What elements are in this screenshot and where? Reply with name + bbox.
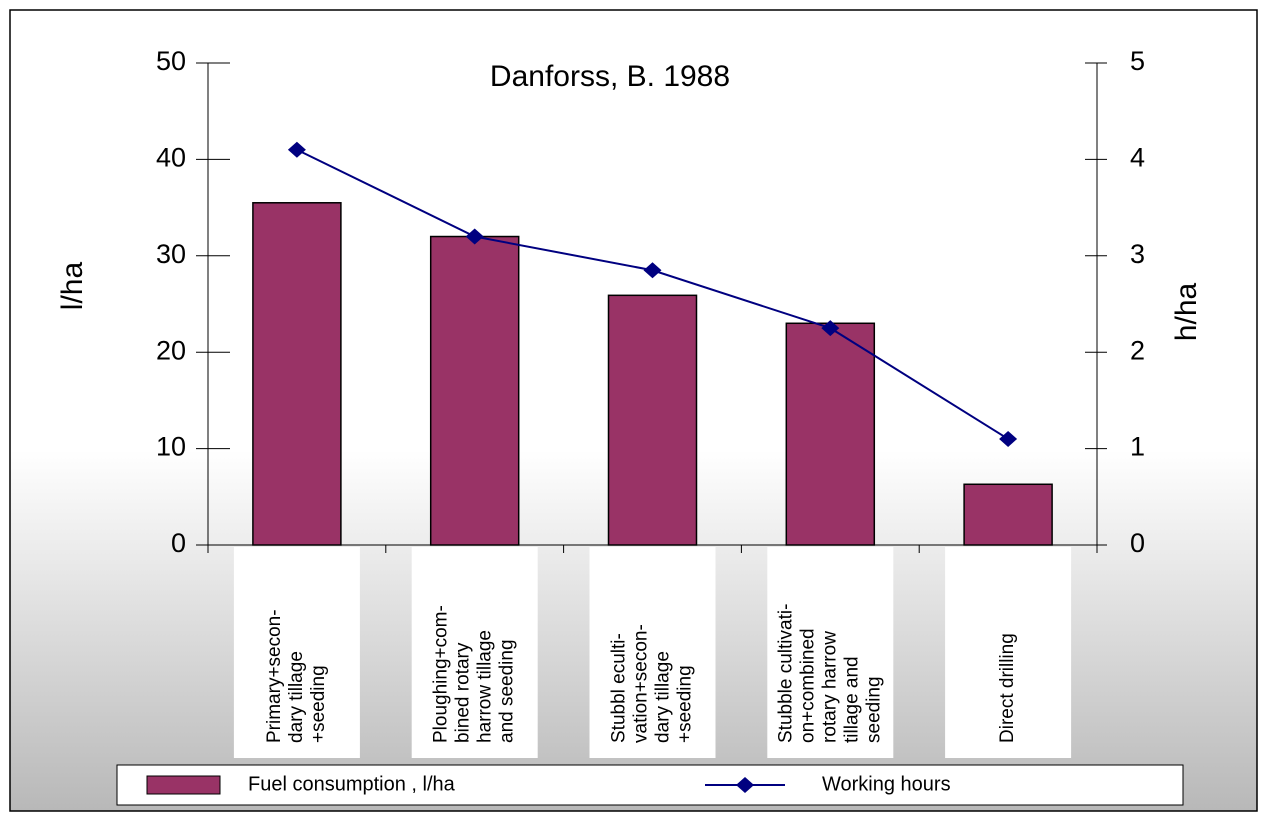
y-label-box (40, 222, 105, 350)
line-marker (465, 228, 484, 245)
y2-tick-label: 4 (1130, 143, 1145, 173)
y-tick-label: 40 (156, 143, 186, 173)
bar (963, 483, 1053, 546)
line-marker (821, 320, 840, 337)
bar (252, 202, 342, 546)
y-tick-label: 30 (156, 239, 186, 269)
y2-axis-label: h/ha (1170, 282, 1203, 341)
legend-label: Fuel consumption , l/ha (248, 773, 456, 795)
legend-swatch (146, 775, 221, 795)
x-tick-label: Ploughing+com-bined rotaryharrow tillage… (431, 605, 518, 743)
y2-tick-label: 2 (1130, 335, 1145, 365)
bar (607, 294, 698, 546)
bar (785, 322, 876, 546)
category-label-box (233, 547, 360, 758)
line-marker (643, 262, 662, 279)
y-tick-label: 20 (156, 335, 186, 365)
y-axis-label: l/ha (56, 262, 89, 311)
x-tick-label: Primary+secon-dary tillage+seeding (264, 609, 329, 743)
x-tick-label: Stubbl eculti-vation+secon-dary tillage+… (609, 624, 696, 743)
y2-label-box (1155, 250, 1217, 375)
x-tick-label: Direct drilling (997, 633, 1018, 743)
chart-title: Danforss, B. 1988 (490, 60, 730, 93)
x-tick-label: Stubble cultivati-on+combinedrotary harr… (775, 604, 884, 743)
legend-marker (736, 777, 754, 793)
y-tick-label: 50 (156, 46, 186, 76)
bar (429, 235, 520, 546)
y2-tick-label: 1 (1130, 432, 1145, 462)
legend (116, 764, 1184, 806)
y2-tick-label: 5 (1130, 46, 1145, 76)
category-label-box (589, 547, 716, 758)
y-tick-label: 0 (171, 528, 186, 558)
legend-label: Working hours (822, 773, 951, 795)
category-label-box (411, 547, 538, 758)
line-marker (999, 430, 1018, 447)
y2-tick-label: 0 (1130, 528, 1145, 558)
y2-tick-label: 3 (1130, 239, 1145, 269)
y-tick-label: 10 (156, 432, 186, 462)
line-marker (287, 141, 306, 158)
category-label-box (767, 547, 894, 758)
category-label-box (945, 547, 1072, 758)
